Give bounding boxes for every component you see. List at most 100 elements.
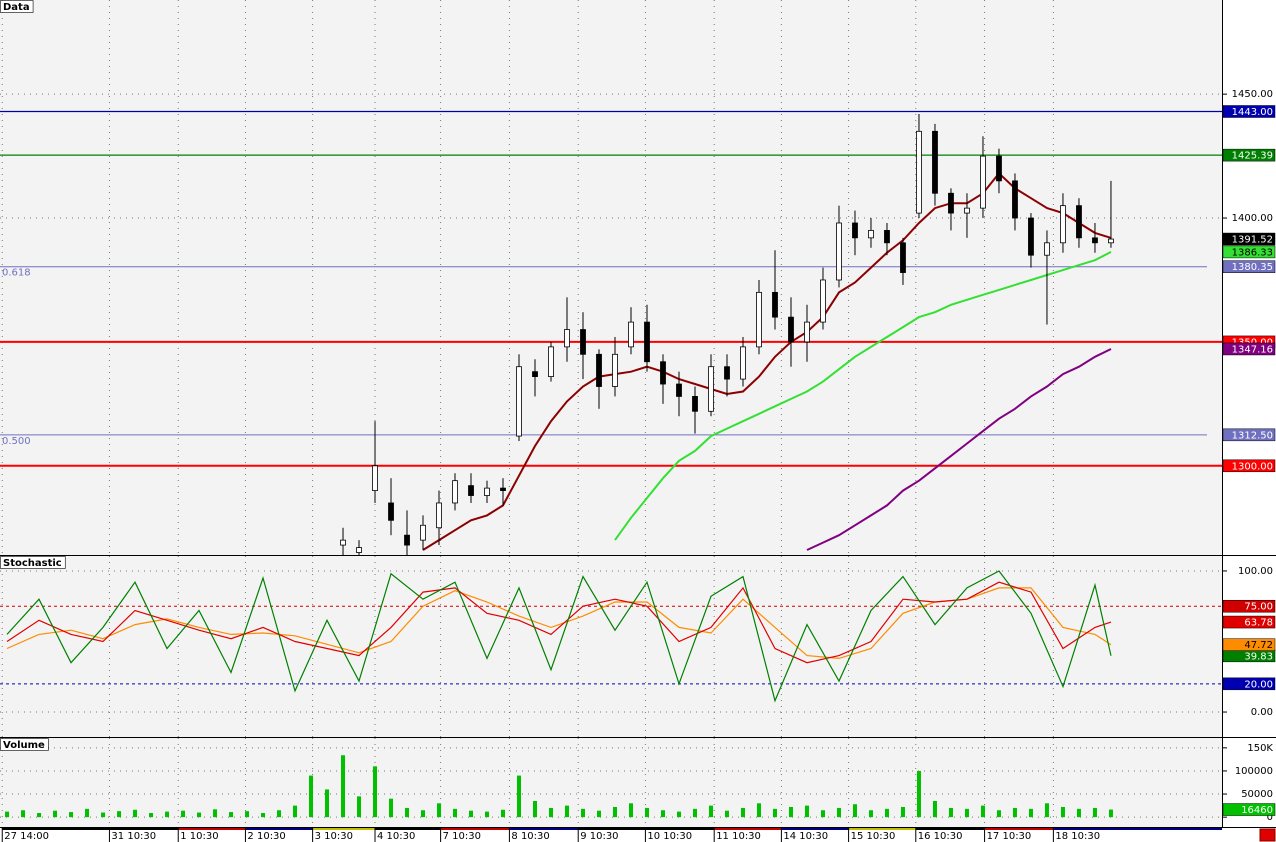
volume-bar — [389, 798, 394, 818]
x-tick-label: 4 10:30 — [377, 831, 415, 842]
fib-ratio: 0.500 — [2, 436, 31, 447]
volume-bar — [980, 805, 985, 818]
level-tag-bg — [1222, 148, 1276, 162]
fib-tag: 1312.50 — [1232, 430, 1273, 441]
volume-bar — [453, 808, 458, 818]
volume-bar — [469, 810, 474, 818]
volume-bar — [53, 810, 58, 818]
y-tick-label: 100.00 — [1238, 566, 1273, 577]
volume-tag: 16460 — [1241, 805, 1273, 816]
volume-bar — [644, 807, 649, 818]
volume-bar — [21, 810, 26, 818]
panel-title-box — [0, 738, 49, 751]
candle-body — [596, 353, 602, 387]
candle-body — [644, 321, 650, 363]
y-tick-label: 1450.00 — [1232, 89, 1273, 100]
x-tick-label: 18 10:30 — [1055, 831, 1100, 842]
candle-body — [1092, 237, 1098, 244]
volume-bar — [197, 812, 202, 818]
series-tag: 47.72 — [1244, 640, 1273, 651]
session-strip — [645, 828, 715, 830]
fib-tag-bg — [1222, 428, 1276, 442]
volume-bar — [181, 810, 186, 818]
volume-bar — [692, 808, 697, 818]
candle-body — [724, 366, 730, 380]
candle-body — [884, 230, 890, 244]
session-strip — [578, 828, 646, 830]
candle-body — [420, 524, 426, 541]
level-tag: 1443.00 — [1232, 107, 1273, 118]
candle-body — [404, 534, 410, 546]
corner-button[interactable] — [1259, 828, 1276, 842]
price-plot-area — [0, 0, 1222, 555]
y-tick-label: 0 — [1267, 812, 1273, 823]
volume-bar — [5, 811, 10, 818]
x-tick-label: 2 10:30 — [247, 831, 285, 842]
volume-bar — [676, 811, 681, 818]
session-strip — [109, 828, 179, 830]
candle-body — [340, 539, 346, 546]
volume-bar — [948, 807, 953, 818]
session-strip — [375, 828, 441, 830]
volume-bar — [213, 809, 218, 818]
candle-body — [868, 230, 874, 239]
stochastic-line — [6, 570, 1112, 703]
candle-body — [900, 242, 906, 273]
fib-tag-bg — [1222, 260, 1276, 273]
session-strip — [781, 828, 849, 830]
volume-bar — [85, 808, 90, 818]
candle-body — [740, 346, 746, 380]
volume-bar — [581, 808, 586, 818]
volume-bar — [549, 807, 554, 818]
level-tag-bg — [1222, 459, 1276, 473]
x-tick-label: 14 10:30 — [783, 831, 828, 842]
candle-body — [388, 502, 394, 521]
x-tick-label: 9 10:30 — [580, 831, 618, 842]
overlay-tag: 1347.16 — [1232, 344, 1273, 355]
moving-average — [806, 348, 1112, 551]
session-strip — [2, 828, 110, 830]
volume-bar — [101, 812, 106, 818]
x-tick-label: 11 10:30 — [716, 831, 761, 842]
candle-body — [772, 291, 778, 318]
volume-bar — [1012, 807, 1017, 818]
volume-bar — [628, 803, 633, 818]
volume-bar — [964, 808, 969, 818]
volume-bar — [884, 808, 889, 818]
x-tick-label: 7 10:30 — [443, 831, 481, 842]
last-price-tag-bg — [1222, 232, 1276, 246]
y-tick-label: 0.00 — [1251, 707, 1273, 718]
volume-bar — [820, 810, 825, 818]
volume-bar — [772, 808, 777, 818]
volume-bar — [293, 805, 298, 818]
candle-body — [1028, 217, 1034, 256]
level-tag-bg — [1222, 677, 1276, 691]
session-strip — [984, 828, 1054, 830]
volume-bar — [229, 812, 234, 818]
session-strip — [178, 828, 246, 830]
volume-bar — [1092, 807, 1097, 818]
series-tag-bg — [1222, 615, 1276, 629]
volume-bar — [1076, 808, 1081, 818]
volume-bar — [612, 806, 617, 818]
candle-body — [564, 329, 570, 348]
session-strip — [440, 828, 510, 830]
volume-bar — [756, 803, 761, 818]
candle-body — [436, 502, 442, 529]
volume-bar — [1028, 808, 1033, 818]
candle-body — [1044, 242, 1050, 256]
x-tick-label: 31 10:30 — [111, 831, 156, 842]
volume-bar — [916, 770, 921, 818]
volume-tag-bg — [1222, 803, 1276, 816]
volume-bar — [485, 811, 490, 818]
volume-bar — [69, 812, 74, 818]
x-tick-label: 15 10:30 — [851, 831, 896, 842]
session-strip — [848, 828, 916, 830]
volume-bar — [261, 812, 266, 818]
x-tick-label: 27 14:00 — [4, 831, 49, 842]
panel — [0, 556, 1222, 737]
candle-body — [692, 396, 698, 412]
candle-body — [484, 487, 490, 496]
candle-body — [708, 366, 714, 412]
